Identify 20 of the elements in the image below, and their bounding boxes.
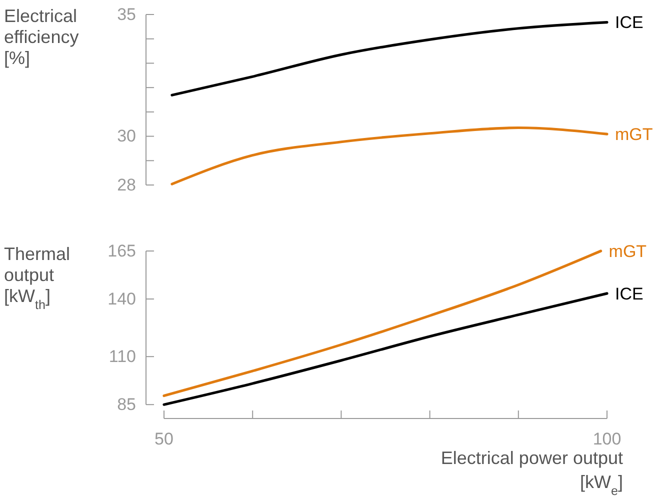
line-series bbox=[170, 20, 608, 96]
line-series bbox=[170, 126, 608, 186]
y-axis-title: Thermal output [kW$_{th}$] bbox=[4, 244, 70, 312]
line-series bbox=[162, 250, 602, 398]
y-tick-label: 165 bbox=[108, 241, 136, 260]
line-series bbox=[162, 292, 608, 406]
series-label: ICE bbox=[615, 13, 644, 32]
y-axis-title: Electrical efficiency [%] bbox=[4, 6, 79, 68]
y-tick-label: 35 bbox=[117, 4, 136, 24]
y-tick-label: 110 bbox=[108, 347, 136, 366]
x-tick-label: 100 bbox=[592, 430, 622, 449]
x-tick-label: 50 bbox=[154, 430, 174, 449]
y-tick-label: 85 bbox=[117, 395, 136, 414]
series-label: mGT bbox=[608, 242, 647, 261]
y-tick-label: 30 bbox=[117, 126, 136, 146]
series-label: mGT bbox=[615, 125, 653, 144]
y-tick-label: 28 bbox=[117, 175, 136, 194]
series-label: ICE bbox=[615, 284, 644, 304]
y-tick-label: 140 bbox=[108, 289, 136, 308]
x-axis-title: Electrical power output [kW$_{e}$] bbox=[440, 448, 623, 498]
